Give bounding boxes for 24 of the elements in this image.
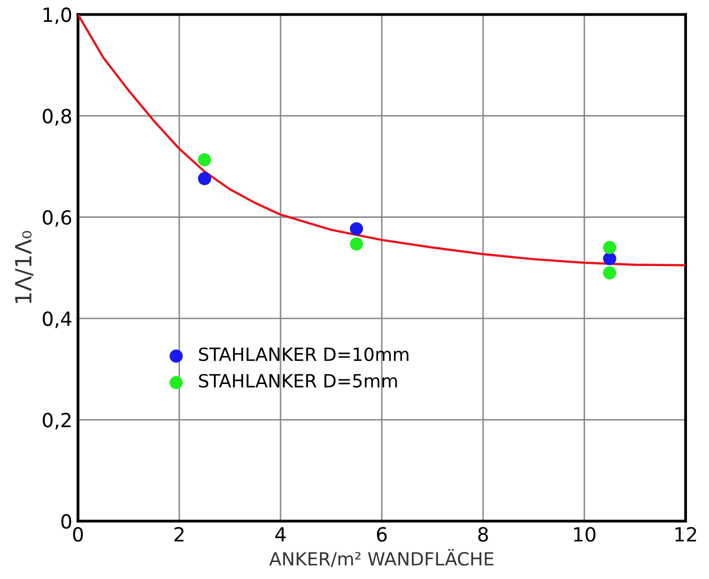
y-tick-label: 0 <box>61 514 72 529</box>
legend-label: STAHLANKER D=5mm <box>199 374 397 388</box>
point <box>603 266 616 280</box>
x-tick-label: 8 <box>478 527 488 542</box>
point <box>603 252 616 266</box>
x-tick-label: 10 <box>574 527 596 542</box>
point <box>198 153 212 166</box>
y-axis-title: 1Λ/1Λ₀ <box>15 231 34 303</box>
point <box>350 237 364 251</box>
x-tick-label: 2 <box>174 527 184 542</box>
y-tick-label: 0,4 <box>42 311 72 328</box>
x-tick-label: 0 <box>73 527 83 542</box>
y-tick-label: 0,6 <box>42 210 72 227</box>
y-tick-label: 0,8 <box>42 108 72 126</box>
point <box>350 222 364 236</box>
y-tick-label: 0,2 <box>42 412 70 430</box>
y-tick-label: 1,0 <box>44 7 72 24</box>
x-tick-label: 6 <box>376 527 387 542</box>
legend-label: STAHLANKER D=10mm <box>199 347 408 362</box>
x-tick-label: 4 <box>275 527 286 542</box>
x-tick-label: 12 <box>675 527 696 542</box>
point <box>603 240 616 254</box>
x-axis-title: ANKER/m² WANDFLÄCHE <box>269 548 494 568</box>
point <box>198 172 212 186</box>
